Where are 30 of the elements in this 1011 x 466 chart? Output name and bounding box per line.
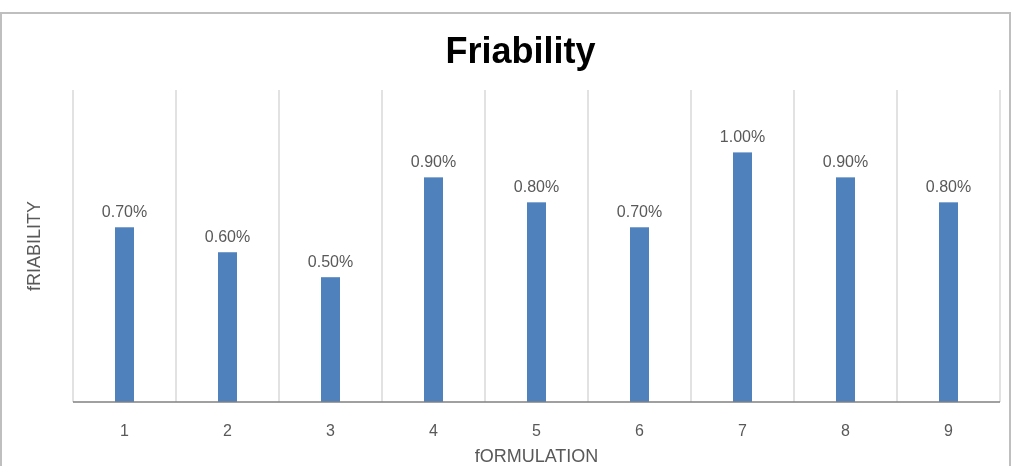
data-label: 0.80%: [513, 178, 560, 196]
bar: [733, 152, 752, 402]
x-tick-label: 4: [429, 422, 439, 439]
x-tick-label: 8: [841, 422, 851, 439]
x-tick-label: 2: [223, 422, 233, 439]
bar: [424, 177, 443, 402]
data-label: 0.80%: [925, 178, 972, 196]
chart-title: Friability: [445, 30, 596, 71]
bar: [939, 202, 958, 402]
x-tick-label: 9: [944, 422, 954, 439]
data-label: 0.70%: [101, 203, 148, 221]
data-label: 0.90%: [410, 153, 457, 171]
bar: [836, 177, 855, 402]
data-label: 0.90%: [822, 153, 869, 171]
bar: [630, 227, 649, 402]
x-tick-label: 7: [738, 422, 748, 439]
x-tick-label: 6: [635, 422, 645, 439]
data-label: 0.50%: [307, 253, 354, 271]
x-tick-label: 3: [326, 422, 336, 439]
bar: [218, 252, 237, 402]
data-label: 0.60%: [204, 228, 251, 246]
y-axis-title: fRIABILITY: [24, 200, 44, 292]
bar: [115, 227, 134, 402]
x-tick-label: 1: [120, 422, 130, 439]
x-axis-title: fORMULATION: [474, 446, 599, 466]
bar: [321, 277, 340, 402]
data-label: 1.00%: [719, 128, 766, 146]
data-label: 0.70%: [616, 203, 663, 221]
bar: [527, 202, 546, 402]
x-tick-label: 5: [532, 422, 542, 439]
